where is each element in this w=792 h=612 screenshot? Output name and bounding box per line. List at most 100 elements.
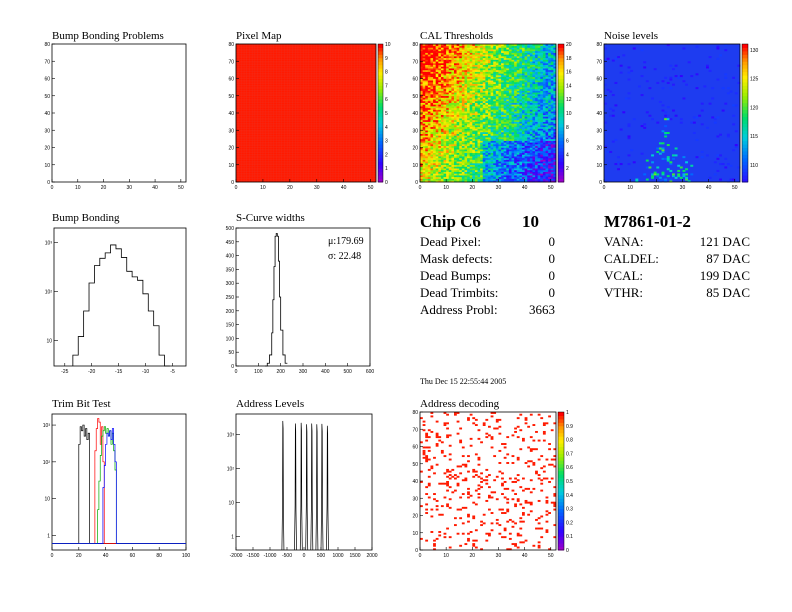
heatmap-cell (522, 111, 525, 114)
heatmap-cell (488, 114, 491, 117)
heatmap-cell (440, 106, 444, 109)
heatmap-cell (503, 142, 507, 145)
heatmap-cell (422, 85, 426, 88)
heatmap-cell (430, 161, 434, 164)
heatmap-cell (724, 102, 728, 105)
heatmap-cell (422, 92, 426, 95)
heatmap-cell (464, 176, 468, 179)
heatmap-cell (477, 95, 481, 98)
heatmap-cell (506, 123, 510, 126)
heatmap-cell (469, 137, 473, 140)
heatmap-cell (480, 144, 484, 147)
heatmap-cell (540, 90, 544, 93)
heatmap-cell (553, 140, 557, 143)
heatmap-cell (474, 125, 478, 128)
heatmap-cell (550, 131, 554, 134)
heatmap-cell (440, 180, 444, 183)
heatmap-cell (443, 109, 447, 112)
heatmap-cell (519, 81, 523, 84)
heatmap-cell (519, 107, 523, 110)
heatmap-cell (532, 64, 536, 67)
heatmap-cell (459, 56, 463, 59)
heatmap-cell (454, 166, 457, 169)
heatmap-cell (540, 81, 544, 84)
heatmap-cell (433, 176, 436, 179)
heatmap-cell (427, 173, 431, 176)
heatmap-cell (448, 180, 452, 183)
heatmap-cell (495, 66, 499, 69)
color-scale-segment (378, 113, 383, 117)
heatmap-cell (425, 69, 429, 72)
heatmap-cell (553, 57, 557, 60)
heatmap-cell (459, 68, 463, 71)
heatmap-cell (459, 57, 463, 60)
heatmap-cell (488, 104, 491, 107)
heatmap-cell (488, 178, 491, 181)
heatmap-cell (438, 116, 442, 119)
heatmap-cell (503, 130, 507, 133)
heatmap-cell (461, 88, 465, 91)
heatmap-cell (433, 80, 436, 83)
heatmap-cell (433, 90, 436, 93)
heatmap-cell (669, 169, 673, 172)
heatmap-cell (454, 173, 457, 176)
heatmap-cell (482, 173, 486, 176)
heatmap-cell (516, 62, 520, 65)
heatmap-cell (469, 56, 473, 59)
heatmap-cell (535, 88, 538, 91)
heatmap-cell (485, 178, 489, 181)
heatmap-cell (474, 94, 478, 97)
heatmap-cell (430, 66, 434, 69)
heatmap-cell (514, 138, 518, 141)
heatmap-cell (648, 87, 652, 90)
heatmap-cell (522, 73, 525, 76)
heatmap-cell (511, 85, 515, 88)
heatmap-cell (456, 140, 460, 143)
heatmap-cell (425, 75, 429, 78)
heatmap-cell (485, 106, 489, 109)
heatmap-cell (427, 133, 431, 136)
heatmap-cell (503, 75, 507, 78)
color-scale-segment (378, 161, 383, 166)
heatmap-cell (438, 81, 442, 84)
heatmap-cell (482, 149, 486, 152)
heatmap-cell (482, 180, 486, 183)
heatmap-cell (430, 144, 434, 147)
color-scale-segment (378, 154, 383, 159)
heatmap-cell (498, 121, 502, 124)
heatmap-cell (519, 161, 523, 164)
heatmap-cell (443, 66, 447, 69)
heatmap-cell (537, 102, 541, 105)
heatmap-cell (514, 69, 518, 72)
heatmap-cell (459, 71, 463, 74)
heatmap-cell (461, 135, 465, 138)
heatmap-cell (529, 85, 533, 88)
heatmap-cell (550, 159, 554, 162)
heatmap-cell (495, 111, 499, 114)
heatmap-cell (495, 59, 499, 62)
heatmap-cell (535, 104, 538, 107)
heatmap-cell (443, 156, 447, 159)
heatmap-cell (461, 123, 465, 126)
heatmap-cell (511, 52, 515, 55)
heatmap-cell (511, 68, 515, 71)
heatmap-cell (495, 88, 499, 91)
heatmap-cell (666, 175, 670, 178)
heatmap-cell (542, 133, 546, 136)
heatmap-cell (490, 175, 494, 178)
heatmap-cell (508, 140, 512, 143)
heatmap-cell (456, 166, 460, 169)
heatmap-cell (427, 161, 431, 164)
heatmap-cell (490, 76, 494, 79)
heatmap-cell (459, 114, 463, 117)
heatmap-cell (527, 92, 531, 95)
heatmap-cell (443, 45, 447, 48)
heatmap-cell (488, 166, 491, 169)
heatmap-cell (724, 157, 728, 160)
heatmap-cell (514, 87, 518, 90)
heatmap-cell (430, 44, 434, 47)
heatmap-cell (529, 114, 533, 117)
color-scale-segment (558, 168, 564, 173)
heatmap-cell (501, 145, 504, 148)
heatmap-cell (454, 142, 457, 145)
